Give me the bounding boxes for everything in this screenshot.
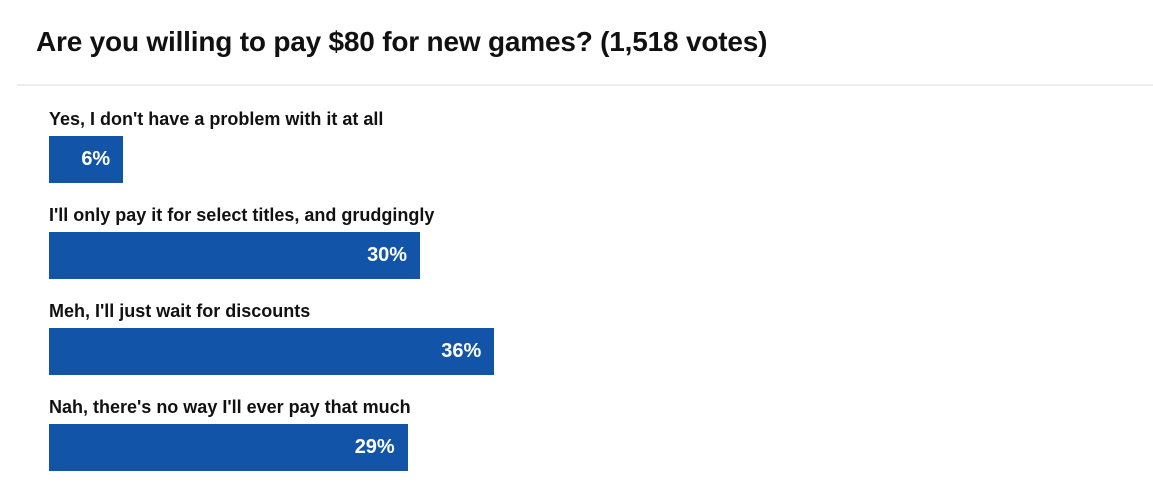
page-title: Are you willing to pay $80 for new games… bbox=[36, 26, 768, 57]
poll-option-label: Meh, I'll just wait for discounts bbox=[49, 301, 311, 322]
poll-option-label: Nah, there's no way I'll ever pay that m… bbox=[49, 397, 411, 418]
poll-result-bar: 36% bbox=[49, 328, 495, 376]
poll-option-row: Nah, there's no way I'll ever pay that m… bbox=[49, 396, 1153, 472]
poll-results-list: Yes, I don't have a problem with it at a… bbox=[49, 108, 1153, 472]
poll-percent-label: 36% bbox=[441, 340, 482, 363]
poll-option-label: I'll only pay it for select titles, and … bbox=[49, 205, 435, 226]
poll-bar-track: 36% bbox=[49, 328, 1153, 376]
poll-option-row: Meh, I'll just wait for discounts 36% bbox=[49, 300, 1153, 376]
poll-bar-track: 29% bbox=[49, 424, 1153, 472]
poll-percent-label: 29% bbox=[354, 436, 395, 459]
poll-percent-label: 30% bbox=[367, 244, 408, 267]
poll-result-bar: 6% bbox=[49, 136, 124, 184]
title-divider bbox=[17, 84, 1153, 87]
poll-result-bar: 30% bbox=[49, 232, 421, 280]
poll-result-bar: 29% bbox=[49, 424, 408, 472]
poll-option-label: Yes, I don't have a problem with it at a… bbox=[49, 109, 384, 130]
poll-bar-track: 6% bbox=[49, 136, 1153, 184]
poll-option-row: Yes, I don't have a problem with it at a… bbox=[49, 108, 1153, 184]
poll-percent-label: 6% bbox=[81, 148, 111, 171]
poll-option-row: I'll only pay it for select titles, and … bbox=[49, 204, 1153, 280]
poll-bar-track: 30% bbox=[49, 232, 1153, 280]
